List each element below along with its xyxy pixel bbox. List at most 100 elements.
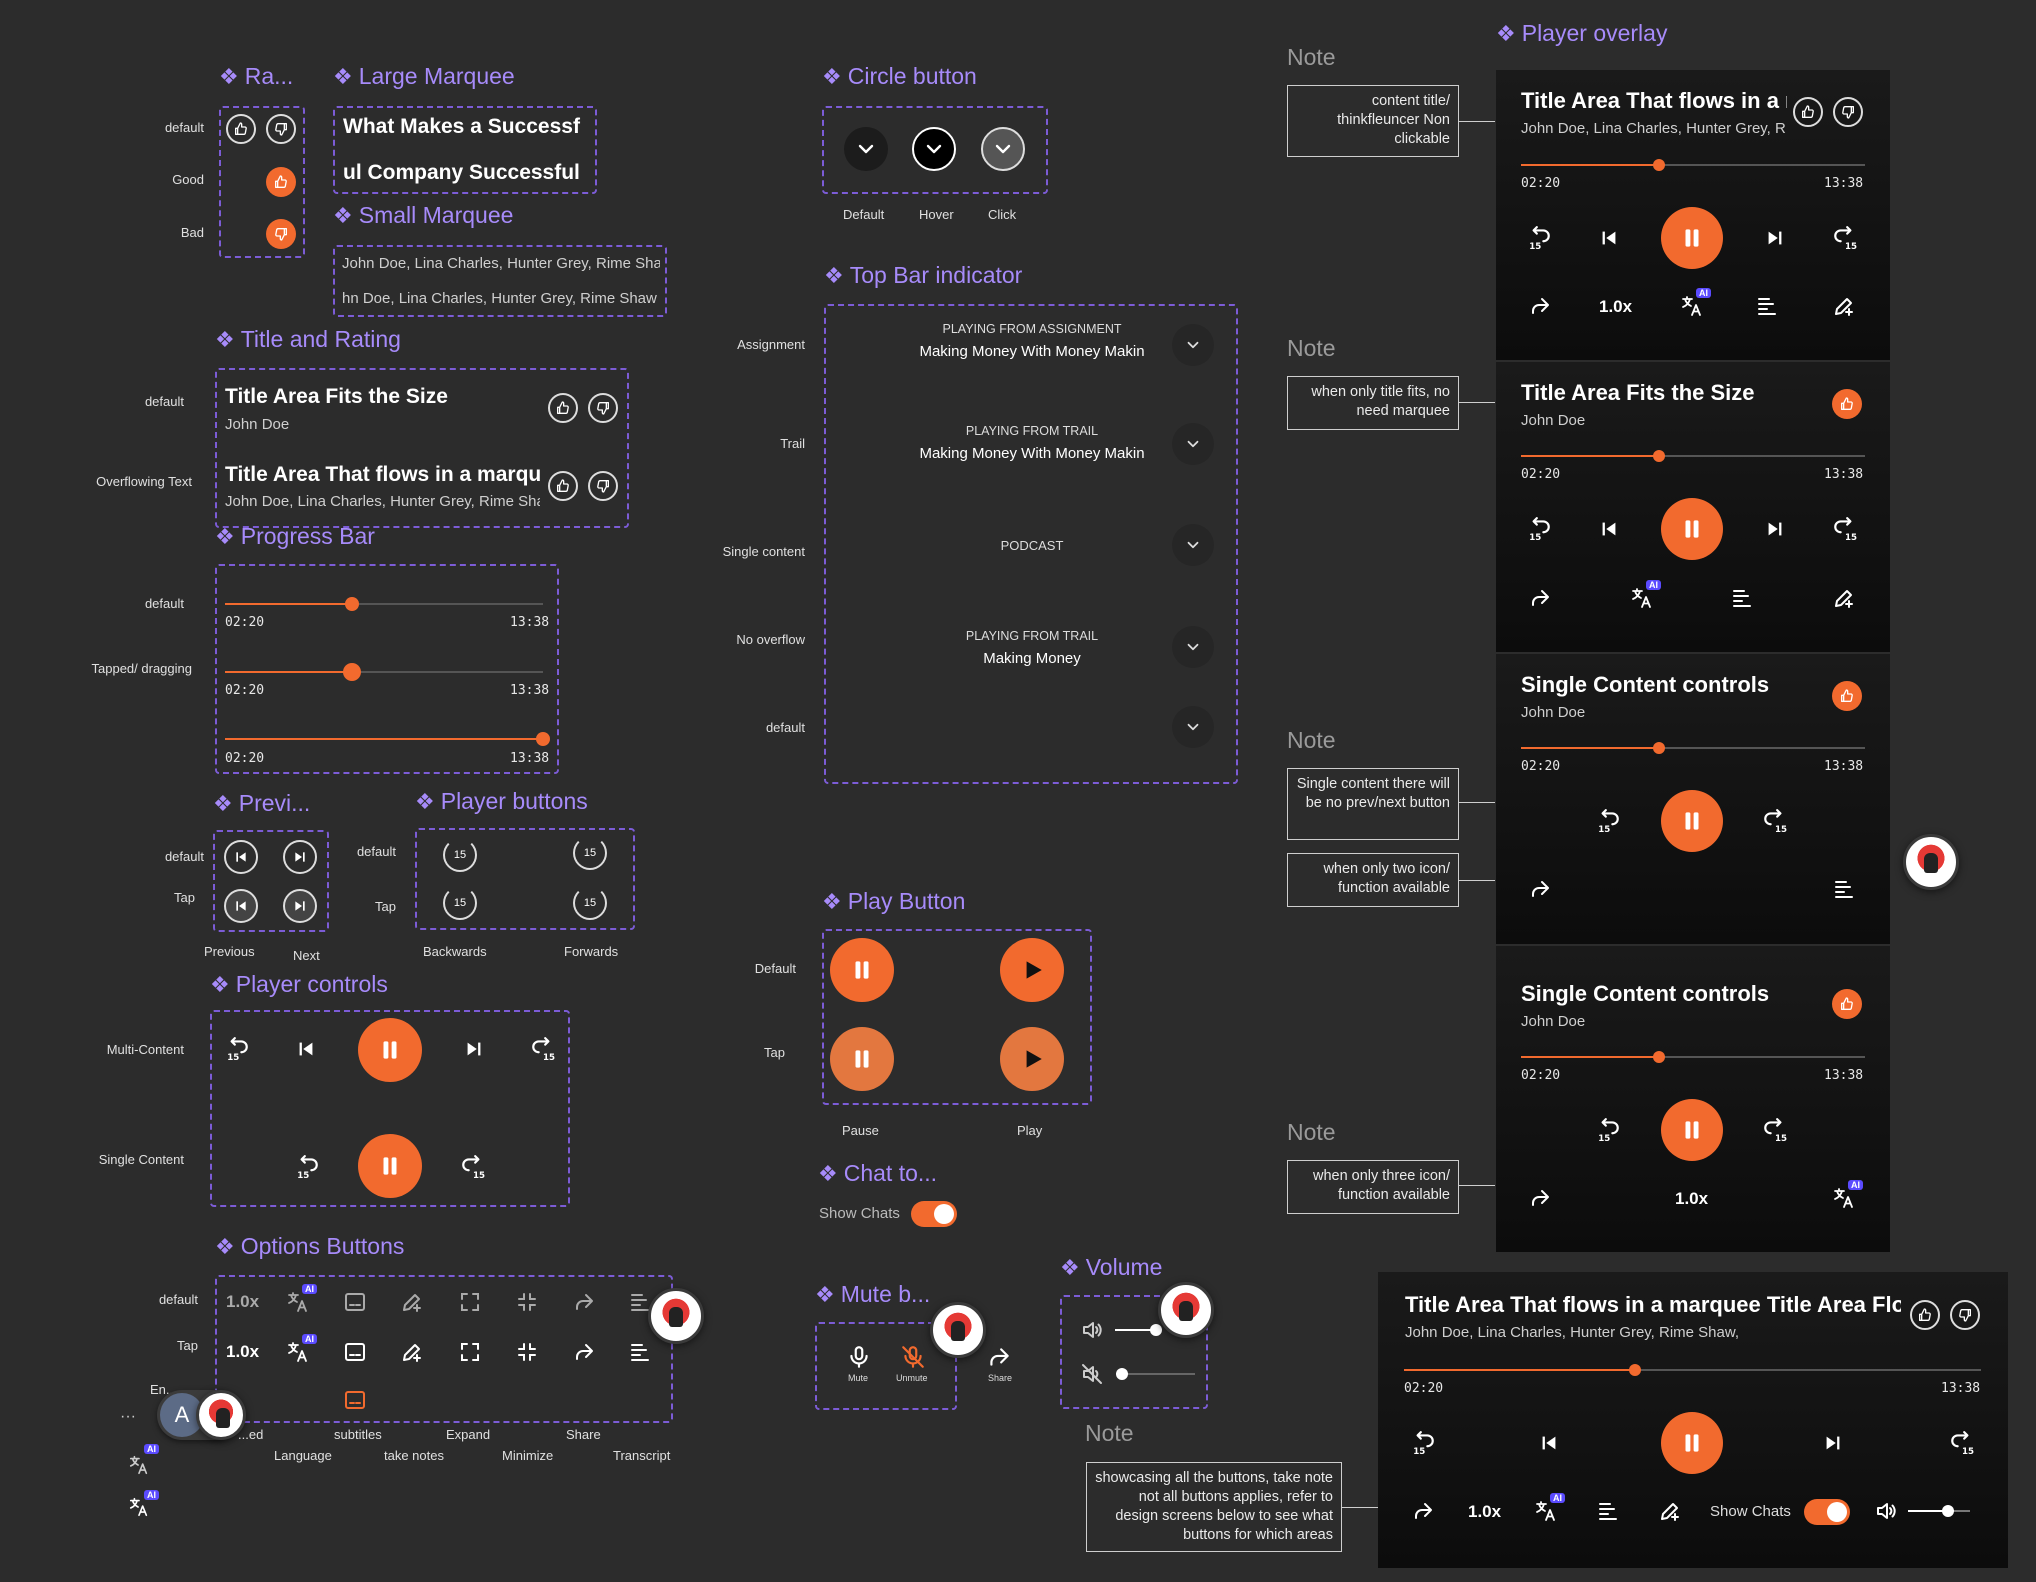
thumb-up-active-button[interactable] xyxy=(1832,989,1862,1019)
volume-slider[interactable] xyxy=(1908,1510,1970,1512)
thumb-up-button[interactable] xyxy=(1910,1300,1940,1330)
back-15-icon[interactable] xyxy=(1595,808,1621,834)
speed-button[interactable]: 1.0x xyxy=(1599,297,1633,316)
progress-knob[interactable] xyxy=(343,663,362,681)
pause-button[interactable] xyxy=(1661,1412,1723,1474)
share-icon[interactable] xyxy=(986,1344,1012,1370)
back-15-icon[interactable] xyxy=(294,1154,320,1180)
notes-icon[interactable] xyxy=(1832,586,1856,610)
speed-button[interactable]: 1.0x xyxy=(1675,1189,1709,1208)
next-icon[interactable] xyxy=(1822,1432,1844,1454)
transcript-icon[interactable] xyxy=(628,1340,652,1364)
backward-15-button[interactable]: 15 xyxy=(443,838,477,872)
volume-knob[interactable] xyxy=(1116,1368,1128,1380)
subtitles-active-icon[interactable] xyxy=(343,1388,367,1412)
previous-icon[interactable] xyxy=(1538,1432,1560,1454)
volume-knob[interactable] xyxy=(1150,1324,1162,1336)
share-icon[interactable] xyxy=(1528,586,1552,610)
mic-icon[interactable] xyxy=(846,1344,872,1370)
volume-icon[interactable] xyxy=(1874,1499,1898,1523)
transcript-icon[interactable] xyxy=(1730,586,1754,610)
notes-icon[interactable] xyxy=(400,1340,424,1364)
next-icon[interactable] xyxy=(1764,227,1786,249)
previous-icon[interactable] xyxy=(1598,518,1620,540)
progress-knob[interactable] xyxy=(345,597,360,611)
progress-track[interactable] xyxy=(1521,1051,1865,1063)
volume-slider[interactable] xyxy=(1115,1329,1155,1331)
next-icon[interactable] xyxy=(463,1038,485,1060)
next-button[interactable] xyxy=(283,840,317,874)
thumb-down-button[interactable] xyxy=(266,114,296,144)
back-15-icon[interactable] xyxy=(1526,225,1552,251)
volume-slider-muted[interactable] xyxy=(1120,1373,1195,1375)
volume-icon[interactable] xyxy=(1080,1318,1104,1342)
volume-knob[interactable] xyxy=(1942,1505,1954,1517)
mic-off-icon[interactable] xyxy=(900,1344,926,1370)
back-15-icon[interactable] xyxy=(1595,1117,1621,1143)
thumb-down-button[interactable] xyxy=(1950,1300,1980,1330)
thumb-up-button[interactable] xyxy=(548,471,578,501)
thumb-up-active-button[interactable] xyxy=(1832,389,1862,419)
previous-button[interactable] xyxy=(224,840,258,874)
forward-15-icon[interactable] xyxy=(460,1154,486,1180)
share-icon[interactable] xyxy=(1411,1499,1435,1523)
pause-button[interactable] xyxy=(1661,498,1723,560)
previous-icon[interactable] xyxy=(295,1038,317,1060)
backward-15-button-tap[interactable]: 15 xyxy=(443,886,477,920)
forward-15-button-tap[interactable]: 15 xyxy=(573,886,607,920)
expand-icon[interactable] xyxy=(458,1340,482,1364)
progress-knob[interactable] xyxy=(536,732,550,746)
circle-button-click[interactable] xyxy=(981,127,1025,171)
speed-button[interactable]: 1.0x xyxy=(1468,1502,1502,1521)
forward-15-icon[interactable] xyxy=(530,1036,556,1062)
show-chats-toggle[interactable] xyxy=(911,1201,957,1227)
next-button-tap[interactable] xyxy=(283,889,317,923)
pause-button[interactable] xyxy=(1661,1099,1723,1161)
share-icon[interactable] xyxy=(1528,294,1552,318)
top-bar-chevron-1[interactable] xyxy=(1172,324,1214,366)
circle-button-hover[interactable] xyxy=(912,127,956,171)
previous-button-tap[interactable] xyxy=(224,889,258,923)
circle-button-default[interactable] xyxy=(844,127,888,171)
forward-15-icon[interactable] xyxy=(1832,225,1858,251)
progress-knob[interactable] xyxy=(1652,1051,1665,1063)
minimize-icon[interactable] xyxy=(515,1340,539,1364)
transcript-icon[interactable] xyxy=(1596,1499,1620,1523)
top-bar-chevron-3[interactable] xyxy=(1172,524,1214,566)
thumb-up-active-button[interactable] xyxy=(1832,681,1862,711)
progress-knob[interactable] xyxy=(1652,450,1665,462)
back-15-icon[interactable] xyxy=(1410,1430,1436,1456)
speed-button-tap[interactable]: 1.0x xyxy=(226,1342,260,1361)
thumb-up-button[interactable] xyxy=(548,393,578,423)
thumb-up-button[interactable] xyxy=(1793,97,1823,127)
progress-track[interactable] xyxy=(1521,742,1865,754)
subtitles-icon[interactable] xyxy=(343,1340,367,1364)
thumb-up-button[interactable] xyxy=(226,114,256,144)
pause-button[interactable] xyxy=(830,938,894,1002)
pause-button[interactable] xyxy=(358,1134,422,1198)
back-15-icon[interactable] xyxy=(1526,516,1552,542)
top-bar-chevron-5[interactable] xyxy=(1172,706,1214,748)
thumb-down-button[interactable] xyxy=(588,393,618,423)
progress-track-end[interactable] xyxy=(225,732,550,746)
progress-knob[interactable] xyxy=(1628,1364,1641,1376)
play-button-tap[interactable] xyxy=(1000,1027,1064,1091)
thumb-down-button[interactable] xyxy=(588,471,618,501)
share-icon[interactable] xyxy=(1528,877,1552,901)
pause-button[interactable] xyxy=(358,1018,422,1082)
progress-track[interactable] xyxy=(1404,1364,1981,1376)
volume-mute-icon[interactable] xyxy=(1080,1362,1104,1386)
transcript-icon[interactable] xyxy=(1832,877,1856,901)
play-button[interactable] xyxy=(1000,938,1064,1002)
previous-icon[interactable] xyxy=(1598,227,1620,249)
pause-button[interactable] xyxy=(1661,790,1723,852)
share-icon[interactable] xyxy=(572,1290,596,1314)
notes-icon[interactable] xyxy=(1658,1499,1682,1523)
progress-track[interactable] xyxy=(225,597,543,611)
progress-track[interactable] xyxy=(1521,159,1865,171)
forward-15-button[interactable]: 15 xyxy=(573,836,607,870)
minimize-icon[interactable] xyxy=(515,1290,539,1314)
forward-15-icon[interactable] xyxy=(1762,1117,1788,1143)
forward-15-icon[interactable] xyxy=(1949,1430,1975,1456)
back-15-icon[interactable] xyxy=(224,1036,250,1062)
